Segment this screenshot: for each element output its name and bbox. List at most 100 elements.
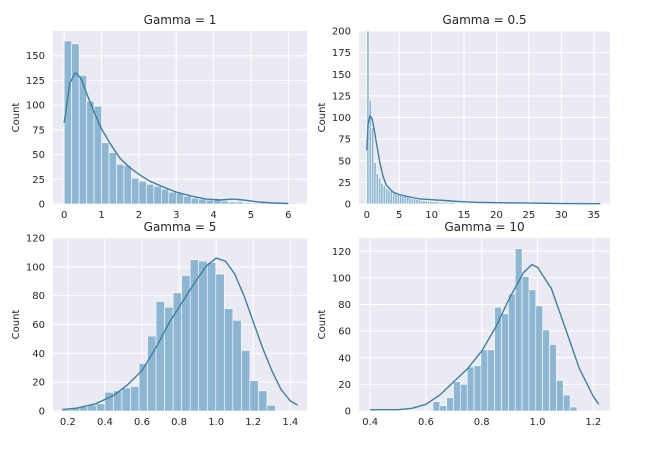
y-tick-label: 75 bbox=[32, 125, 45, 136]
histogram-bar bbox=[232, 319, 242, 412]
y-tick-label: 20 bbox=[32, 378, 45, 389]
histogram-bar bbox=[452, 201, 456, 205]
histogram-bar bbox=[473, 365, 482, 412]
subplot-title: Gamma = 5 bbox=[144, 220, 217, 234]
histogram-bar bbox=[485, 202, 489, 205]
histogram-bar bbox=[521, 276, 530, 412]
subplot-title: Gamma = 10 bbox=[444, 220, 524, 234]
histogram-bar bbox=[206, 262, 217, 412]
histogram-bar bbox=[424, 200, 428, 205]
histogram-bar bbox=[487, 349, 495, 412]
histogram-bar bbox=[213, 199, 222, 205]
histogram-bar bbox=[457, 202, 461, 205]
histogram-bar bbox=[480, 202, 484, 205]
histogram-bar bbox=[445, 201, 449, 205]
histogram-bar bbox=[71, 43, 80, 205]
histogram-bar bbox=[250, 202, 259, 205]
histogram-bar bbox=[415, 199, 419, 205]
y-axis-label: Count bbox=[317, 310, 328, 340]
histogram-bar bbox=[220, 200, 229, 205]
histogram-bar bbox=[116, 164, 125, 205]
x-tick-label: 0 bbox=[61, 210, 67, 221]
x-tick-label: 5 bbox=[248, 210, 254, 221]
histogram-bar bbox=[121, 387, 131, 412]
histogram-bar bbox=[288, 202, 297, 205]
histogram-bar bbox=[422, 200, 426, 205]
histogram-bar bbox=[266, 404, 276, 412]
histogram-bar bbox=[387, 189, 391, 205]
histogram-bar bbox=[446, 397, 454, 412]
histogram-bar bbox=[396, 194, 400, 205]
histogram-bar bbox=[434, 201, 438, 205]
x-tick-label: 5 bbox=[396, 210, 402, 221]
histogram-bar bbox=[427, 201, 431, 205]
histogram-bar bbox=[542, 329, 550, 412]
histogram-bar bbox=[556, 380, 564, 412]
histogram-bar bbox=[375, 173, 379, 205]
x-tick-label: 0.8 bbox=[474, 417, 490, 428]
x-tick-label: 30 bbox=[555, 210, 568, 221]
y-axis-label: Count bbox=[11, 310, 22, 340]
y-tick-label: 175 bbox=[332, 48, 351, 59]
histogram-bar bbox=[403, 195, 407, 205]
y-axis-label: Count bbox=[317, 103, 328, 133]
x-tick-label: 1.2 bbox=[245, 417, 261, 428]
y-tick-label: 20 bbox=[338, 380, 351, 391]
y-tick-label: 0 bbox=[345, 200, 351, 211]
histogram-bar bbox=[190, 197, 199, 205]
histogram-bar bbox=[448, 201, 452, 205]
y-tick-label: 150 bbox=[26, 51, 45, 62]
histogram-bar bbox=[460, 384, 468, 412]
y-tick-label: 120 bbox=[332, 247, 351, 258]
y-tick-label: 40 bbox=[32, 349, 45, 360]
subplot-title: Gamma = 1 bbox=[144, 13, 217, 27]
x-tick-label: 0.8 bbox=[171, 417, 187, 428]
y-tick-label: 25 bbox=[338, 178, 351, 189]
subplot-gamma-0-5: Gamma = 0.5 Count 0 5 10 15 20 25 30 35 0 25 50 75 1… bbox=[317, 13, 610, 221]
histogram-bar bbox=[138, 363, 148, 412]
histogram-bar bbox=[413, 198, 417, 205]
histogram-bar bbox=[453, 381, 461, 412]
y-tick-label: 80 bbox=[32, 291, 45, 302]
x-tick-label: 0.6 bbox=[134, 417, 150, 428]
histogram-bar bbox=[228, 201, 237, 205]
histogram-bar bbox=[382, 185, 386, 205]
histogram-bar bbox=[175, 192, 185, 205]
y-tick-label: 60 bbox=[338, 327, 351, 338]
histogram-bar bbox=[436, 201, 440, 205]
y-tick-label: 200 bbox=[332, 27, 351, 38]
histogram-bar bbox=[469, 202, 473, 205]
histogram-bar bbox=[394, 193, 398, 205]
x-tick-label: 0.4 bbox=[362, 417, 378, 428]
y-tick-label: 75 bbox=[338, 135, 351, 146]
histogram-bar bbox=[205, 199, 214, 205]
histogram-bar bbox=[378, 177, 382, 205]
histogram-bar bbox=[87, 404, 97, 412]
histogram-bar bbox=[450, 201, 454, 205]
subplot-title: Gamma = 0.5 bbox=[442, 13, 526, 27]
y-tick-label: 40 bbox=[338, 353, 351, 364]
histogram-bar bbox=[258, 390, 268, 412]
x-tick-label: 1 bbox=[98, 210, 104, 221]
x-tick-label: 0.6 bbox=[418, 417, 434, 428]
histogram-bar bbox=[108, 152, 117, 205]
histogram-bar bbox=[439, 405, 447, 412]
histogram-bar bbox=[258, 202, 267, 205]
subplot-gamma-5: Gamma = 5 Count 0.2 0.4 0.6 0.8 1.0 1.2 1.4 0 20… bbox=[11, 220, 307, 428]
histogram-bar bbox=[138, 180, 147, 205]
histogram-bar bbox=[462, 202, 466, 205]
histogram-bar bbox=[466, 202, 470, 205]
histogram-bar bbox=[123, 165, 132, 205]
histogram-bar bbox=[380, 182, 384, 205]
histogram-bar bbox=[514, 248, 523, 412]
histogram-bar bbox=[441, 201, 445, 205]
y-axis-label: Count bbox=[11, 103, 22, 133]
histogram-bar bbox=[366, 30, 370, 205]
x-tick-label: 35 bbox=[587, 210, 600, 221]
histogram-bar bbox=[443, 201, 447, 205]
histogram-bar bbox=[528, 289, 537, 412]
y-tick-label: 125 bbox=[26, 76, 45, 87]
y-tick-label: 50 bbox=[32, 150, 45, 161]
histogram-bar bbox=[243, 202, 252, 205]
histogram-bar bbox=[63, 40, 72, 205]
